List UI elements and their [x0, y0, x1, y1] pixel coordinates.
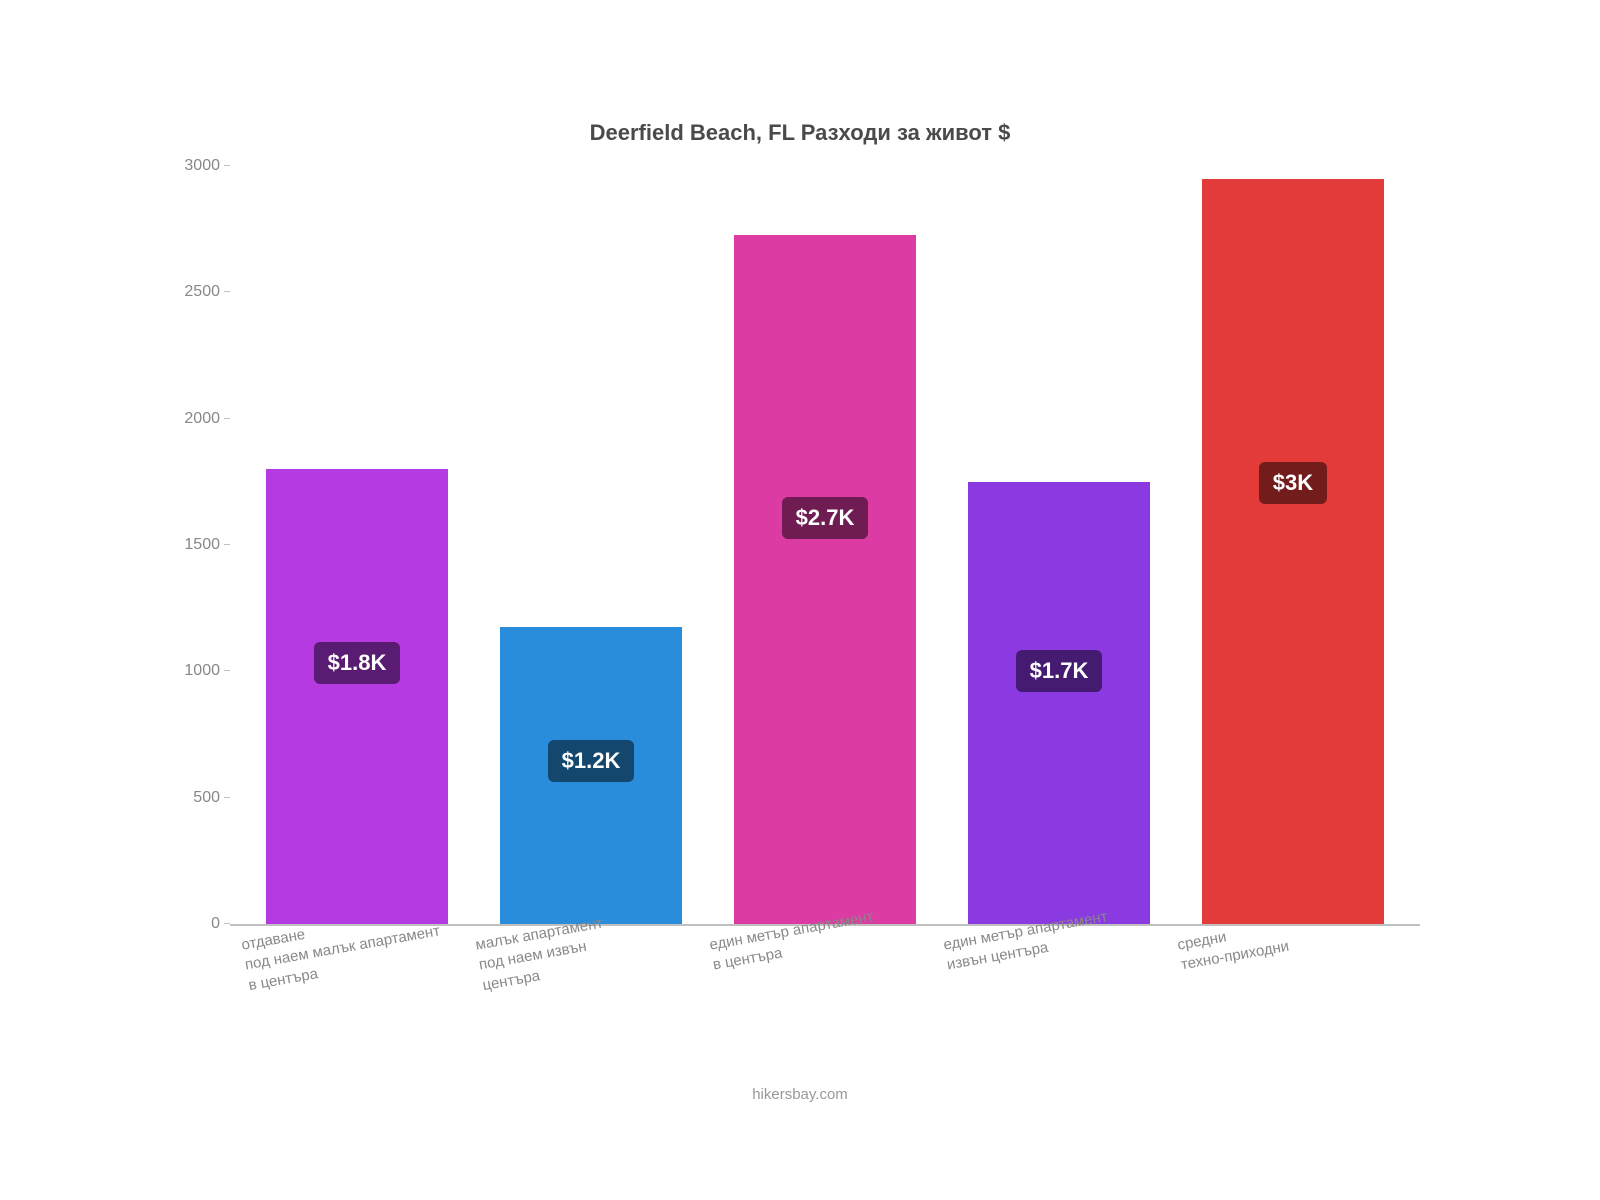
bar-slot: $1.7K [942, 166, 1176, 924]
y-tick-mark [224, 291, 230, 292]
x-label-slot: отдаване под наем малък апартамент в цен… [240, 936, 474, 1036]
bar: $2.7K [734, 235, 917, 924]
chart-title: Deerfield Beach, FL Разходи за живот $ [160, 120, 1440, 146]
bar-slot: $1.8K [240, 166, 474, 924]
y-tick-mark [224, 165, 230, 166]
value-badge: $2.7K [782, 497, 869, 539]
y-tick-mark [224, 923, 230, 924]
bar-slot: $3K [1176, 166, 1410, 924]
y-tick-label: 2500 [160, 283, 220, 301]
value-badge: $1.8K [314, 642, 401, 684]
y-tick-mark [224, 797, 230, 798]
x-label-slot: средни техно-приходни [1176, 936, 1410, 1036]
y-tick-label: 500 [160, 789, 220, 807]
value-badge: $1.7K [1016, 650, 1103, 692]
bar: $1.2K [500, 627, 683, 924]
y-tick-label: 3000 [160, 157, 220, 175]
y-tick-label: 0 [160, 915, 220, 933]
bar: $1.8K [266, 469, 449, 924]
y-tick-label: 1500 [160, 536, 220, 554]
bar: $1.7K [968, 482, 1151, 924]
bars-container: $1.8K $1.2K $2.7K $1.7K $3K [230, 166, 1420, 924]
bar-slot: $2.7K [708, 166, 942, 924]
chart-footer-attribution: hikersbay.com [160, 1086, 1440, 1103]
plot-area: $1.8K$1.2K$2.7K$1.7K$3K 0500100015002000… [230, 166, 1420, 926]
y-tick-mark [224, 670, 230, 671]
cost-of-living-chart: Deerfield Beach, FL Разходи за живот $ $… [160, 120, 1440, 1080]
y-tick-mark [224, 418, 230, 419]
bar: $3K [1202, 179, 1385, 924]
x-label-slot: малък апартамент под наем извън центъра [474, 936, 708, 1036]
y-tick-mark [224, 544, 230, 545]
x-label-slot: един метър апартамент извън центъра [942, 936, 1176, 1036]
bar-slot: $1.2K [474, 166, 708, 924]
value-badge: $1.2K [548, 740, 635, 782]
y-tick-label: 2000 [160, 410, 220, 428]
value-badge: $3K [1259, 462, 1327, 504]
x-label-slot: един метър апартамент в центъра [708, 936, 942, 1036]
x-axis-labels: отдаване под наем малък апартамент в цен… [230, 936, 1420, 1036]
y-tick-label: 1000 [160, 662, 220, 680]
